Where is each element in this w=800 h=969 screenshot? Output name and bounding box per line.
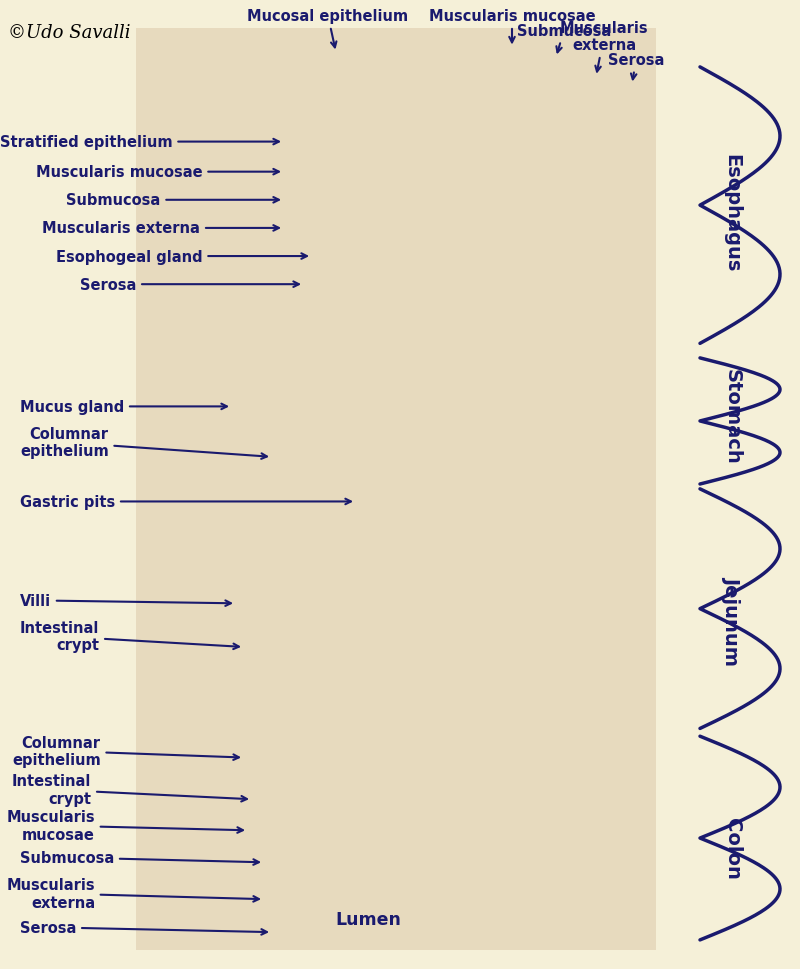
Text: Jejunum: Jejunum <box>722 576 742 665</box>
Polygon shape <box>136 29 656 950</box>
Text: Submucosa: Submucosa <box>20 850 259 865</box>
Text: Serosa: Serosa <box>80 277 299 293</box>
Text: Muscularis
externa: Muscularis externa <box>6 877 259 910</box>
Text: Muscularis mucosae: Muscularis mucosae <box>36 165 279 180</box>
Text: Intestinal
crypt: Intestinal crypt <box>20 620 239 653</box>
Text: Colon: Colon <box>722 817 742 879</box>
Text: Lumen: Lumen <box>335 910 401 927</box>
Text: Stratified epithelium: Stratified epithelium <box>0 135 279 150</box>
Text: Columnar
epithelium: Columnar epithelium <box>12 735 239 767</box>
Text: Esophagus: Esophagus <box>722 154 742 272</box>
Text: Columnar
epithelium: Columnar epithelium <box>20 426 267 459</box>
Text: Muscularis mucosae: Muscularis mucosae <box>429 10 595 44</box>
Text: Submucosa: Submucosa <box>66 193 279 208</box>
Text: Mucosal epithelium: Mucosal epithelium <box>247 10 409 48</box>
Text: Gastric pits: Gastric pits <box>20 494 351 510</box>
Text: Villi: Villi <box>20 593 231 609</box>
Text: Muscularis
externa: Muscularis externa <box>560 21 648 73</box>
Text: ©Udo Savalli: ©Udo Savalli <box>8 24 130 43</box>
Text: Submucosa: Submucosa <box>517 24 611 53</box>
Text: Muscularis
mucosae: Muscularis mucosae <box>6 809 243 842</box>
Text: Mucus gland: Mucus gland <box>20 399 227 415</box>
Text: Esophogeal gland: Esophogeal gland <box>56 249 307 265</box>
Text: Stomach: Stomach <box>722 369 742 464</box>
Text: Muscularis externa: Muscularis externa <box>42 221 279 236</box>
Text: Serosa: Serosa <box>20 920 267 935</box>
Text: Serosa: Serosa <box>608 53 664 80</box>
Text: Intestinal
crypt: Intestinal crypt <box>12 773 247 806</box>
